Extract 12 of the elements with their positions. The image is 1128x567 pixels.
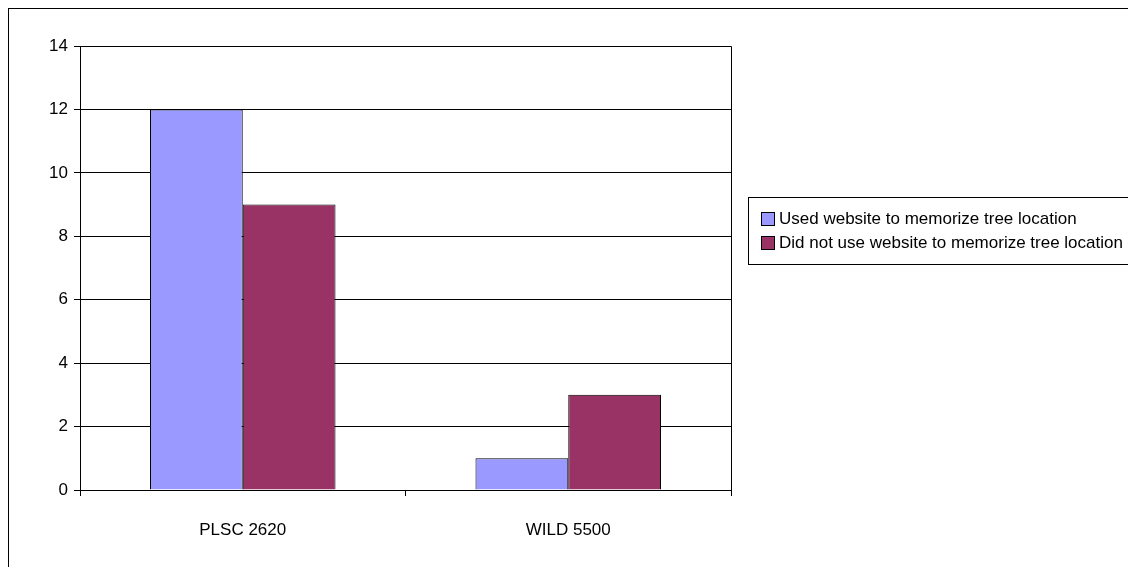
y-tick-label: 8: [58, 225, 68, 245]
y-tick-label: 4: [58, 352, 68, 372]
y-tick-label: 12: [49, 99, 68, 119]
legend-label: Used website to memorize tree location: [779, 208, 1077, 230]
x-tick-label: PLSC 2620: [199, 519, 287, 539]
y-tick-label: 14: [49, 35, 68, 55]
legend-label: Did not use website to memorize tree location: [779, 232, 1123, 254]
x-tick-label: WILD 5500: [525, 519, 611, 539]
y-tick-label: 2: [58, 416, 68, 436]
y-tick-label: 10: [49, 162, 68, 182]
y-tick-label: 0: [58, 479, 68, 499]
y-tick-label: 6: [58, 289, 68, 309]
